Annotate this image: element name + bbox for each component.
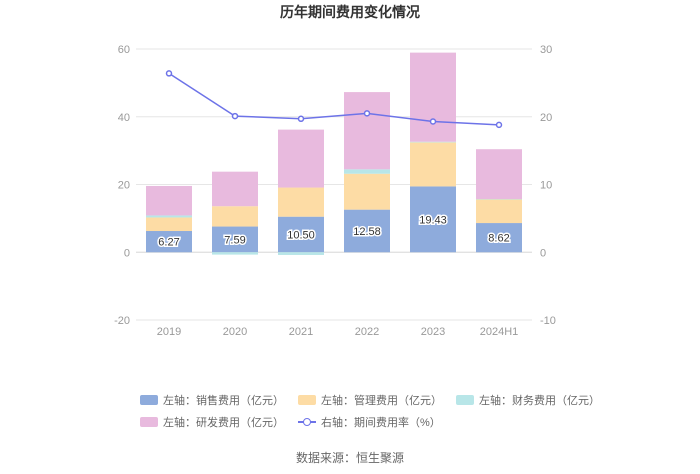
bars (146, 52, 522, 255)
bar-segment (212, 252, 258, 255)
legend-swatch-finance (456, 395, 474, 405)
data-label: 10.50 (287, 229, 315, 241)
left-tick-label: 60 (118, 44, 130, 56)
rate-point (297, 115, 305, 123)
x-tick-label: 2024H1 (480, 326, 519, 338)
right-tick-label: 0 (540, 247, 546, 259)
bar-segment (212, 171, 258, 207)
bar-segment (344, 173, 390, 210)
legend-item-rate[interactable]: 右轴：期间费用率（%） (298, 414, 441, 430)
bar-segment (410, 52, 456, 142)
left-tick-label: 40 (118, 112, 130, 124)
right-tick-label: -10 (540, 315, 556, 327)
data-label: 19.43 (419, 214, 447, 226)
x-tick-label: 2023 (421, 326, 445, 338)
bar-segment (278, 252, 324, 255)
bar-segment (146, 217, 192, 232)
rate-point (429, 118, 437, 125)
legend-item-sales[interactable]: 左轴：销售费用（亿元） (140, 392, 284, 408)
grid (136, 48, 532, 321)
left-tick-label: 20 (118, 180, 130, 192)
legend-item-admin[interactable]: 左轴：管理费用（亿元） (298, 392, 442, 408)
bar-segment (212, 226, 258, 253)
bar-segment (146, 185, 192, 216)
rate-point (495, 121, 503, 129)
bar-segment (344, 209, 390, 253)
right-tick-label: 10 (540, 180, 552, 192)
bar-segment (146, 231, 192, 253)
x-tick-label: 2021 (289, 326, 313, 338)
bar-segment (212, 206, 258, 227)
bar-segment (278, 216, 324, 253)
data-labels: 6.27 7.59 10.50 12.58 19.43 8.62 (157, 213, 511, 250)
rate-line (165, 70, 503, 129)
rate-point (231, 112, 239, 120)
legend-item-rnd[interactable]: 左轴：研发费用（亿元） (140, 414, 284, 430)
x-tick-label: 2020 (223, 326, 247, 338)
left-tick-label: 0 (124, 247, 130, 259)
x-tick-label: 2022 (355, 326, 379, 338)
legend-label-finance: 左轴：财务费用（亿元） (479, 395, 600, 407)
axes: -20 -10 0 0 20 10 40 20 60 30 2019 2020 2021 2022 2023… (114, 44, 556, 338)
bar-segment (410, 186, 456, 253)
data-label: 7.59 (224, 234, 245, 246)
data-label: 8.62 (488, 233, 509, 245)
data-source: 数据来源：恒生聚源 (295, 451, 404, 465)
right-tick-label: 30 (540, 44, 552, 56)
bar-segment (344, 169, 390, 174)
legend-swatch-admin (298, 395, 316, 405)
chart-title: 历年期间费用变化情况 (280, 4, 420, 20)
rate-point (165, 70, 173, 77)
bar-segment (344, 92, 390, 170)
x-tick-label: 2019 (157, 326, 181, 338)
bar-segment (476, 199, 522, 224)
data-label: 12.58 (353, 226, 381, 238)
legend-label-rate: 右轴：期间费用率（%） (321, 417, 441, 429)
bar-segment (410, 142, 456, 187)
legend-label-sales: 左轴：销售费用（亿元） (163, 395, 284, 407)
legend-label-rnd: 左轴：研发费用（亿元） (163, 417, 284, 429)
legend-swatch-sales (140, 395, 158, 405)
right-tick-label: 20 (540, 112, 552, 124)
bar-segment (278, 187, 324, 217)
legend: 左轴：销售费用（亿元） 左轴：管理费用（亿元） 左轴：财务费用（亿元） 左轴：研… (140, 389, 600, 433)
bar-segment (146, 215, 192, 218)
legend-item-finance[interactable]: 左轴：财务费用（亿元） (456, 392, 600, 408)
legend-label-admin: 左轴：管理费用（亿元） (321, 395, 442, 407)
legend-line-icon (298, 417, 316, 427)
bar-segment (476, 223, 522, 253)
bar-segment (476, 198, 522, 200)
left-tick-label: -20 (114, 315, 130, 327)
rate-point (363, 110, 371, 117)
chart: 历年期间费用变化情况 6.27 7.59 10.50 12.58 19.43 8.62 -… (114, 4, 556, 338)
legend-swatch-rnd (140, 417, 158, 427)
rate-line-path (168, 72, 500, 126)
data-label: 6.27 (158, 237, 179, 249)
bar-segment (476, 149, 522, 199)
bar-segment (278, 129, 324, 188)
bar-segment (410, 141, 456, 143)
